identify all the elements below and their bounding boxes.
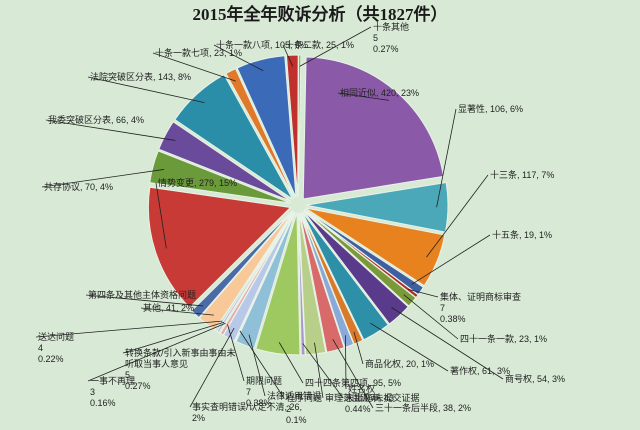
pie-slice: [297, 212, 306, 356]
leader-line: [370, 322, 449, 372]
leader-line: [411, 234, 491, 285]
leader-line: [85, 294, 203, 307]
leader-line: [45, 119, 176, 141]
slice-label: 未出庭/未提交证据 0.44%: [345, 392, 420, 414]
slice-label: 事实查明错误/认定不清, 26, 2%: [192, 401, 302, 423]
slice-label: 著作权, 61, 3%: [450, 365, 510, 376]
leader-line: [122, 321, 225, 354]
pie-slice: [225, 67, 295, 199]
leader-line: [299, 26, 372, 67]
pie-slice: [300, 212, 355, 349]
slice-label: 姓名权: [348, 383, 375, 394]
leader-line: [152, 52, 236, 82]
pie-slice: [235, 212, 296, 350]
slice-label: 十三条, 117, 7%: [490, 169, 554, 180]
leader-line: [41, 169, 165, 188]
pie-slice: [158, 121, 292, 202]
pie-slice: [299, 212, 345, 353]
pie-slice: [147, 186, 292, 309]
chart-title: 2015年全年败诉分析（共1827件）: [193, 4, 448, 24]
leader-line: [426, 174, 489, 258]
slice-label: 期限问题 7 0.38%: [246, 375, 282, 408]
slice-label: 十条二款, 25, 1%: [285, 39, 354, 50]
slice-label: 四十四条第四项, 95, 5%: [305, 377, 401, 388]
pie-slice: [198, 211, 294, 331]
leader-line: [391, 307, 504, 380]
pie-slice: [149, 150, 291, 204]
leader-line: [302, 343, 344, 399]
slice-label: 十条一款七项, 23, 1%: [155, 47, 242, 58]
leader-line: [155, 182, 167, 249]
leader-line: [213, 44, 264, 72]
pie-slice: [190, 210, 293, 319]
leader-line: [87, 76, 205, 104]
slice-label: 四十一条一款, 23, 1%: [460, 333, 547, 344]
pie-slice: [236, 55, 297, 198]
leader-line: [87, 322, 226, 382]
slice-label: 商品化权, 20, 1%: [365, 358, 434, 369]
leader-line: [337, 92, 390, 101]
pie-slice: [297, 54, 302, 198]
leader-line: [278, 342, 304, 384]
slice-label: 集体、证明商标审查 7 0.38%: [440, 291, 521, 324]
leader-line: [332, 339, 374, 409]
slice-label: 法院突破区分表, 143, 8%: [90, 71, 191, 82]
slice-label: 程序问题 2 0.1%: [286, 392, 322, 425]
leader-line: [436, 108, 457, 208]
leader-line: [189, 327, 235, 408]
slice-label: 十条一款八项, 105, 6%: [216, 39, 308, 50]
leader-line: [407, 288, 439, 298]
slice-label: 商号权, 54, 3%: [505, 373, 565, 384]
slice-label: 其他, 41, 2%: [143, 302, 194, 313]
slice-label: 十条其他 5 0.27%: [373, 21, 409, 54]
pie-slice: [174, 74, 294, 200]
leader-line: [248, 334, 266, 397]
slice-label: 转换条款/引入新事由事由未听取当事人意见 5 0.27%: [125, 347, 236, 391]
slice-label: 我委突破区分表, 66, 4%: [48, 114, 144, 125]
pie-slice: [301, 211, 389, 341]
pie-slice: [255, 212, 301, 356]
slice-label: 十五条, 19, 1%: [492, 229, 552, 240]
leader-line: [282, 44, 294, 67]
leader-line: [314, 342, 324, 399]
slice-label: 相同近似, 420, 23%: [340, 87, 419, 98]
leader-line: [353, 331, 364, 365]
slice-label: 送达问题 4 0.22%: [38, 331, 74, 364]
slice-label: 情势变更, 279, 15%: [158, 177, 237, 188]
leader-line: [403, 294, 459, 340]
pie-slice: [302, 56, 445, 200]
pie-slice: [214, 211, 295, 332]
slice-label: 法律适用错误: [267, 390, 321, 401]
leader-line: [227, 324, 245, 382]
leader-line: [239, 330, 285, 399]
pie-slice: [300, 212, 364, 345]
slice-label: 第四条及其他主体资格问题: [88, 289, 196, 300]
slice-label: 一事不再理 3 0.16%: [90, 375, 135, 408]
leader-line: [140, 307, 214, 316]
slice-label: 审理范围评审, 43: [325, 392, 394, 403]
leader-line: [35, 320, 223, 338]
slice-label: 显著性, 106, 6%: [458, 103, 523, 114]
pie-slice: [302, 210, 409, 325]
slice-label: 共存协议, 70, 4%: [44, 181, 113, 192]
slice-label: 三十一条后半段, 38, 2%: [375, 402, 471, 413]
pie-slice: [305, 207, 446, 287]
